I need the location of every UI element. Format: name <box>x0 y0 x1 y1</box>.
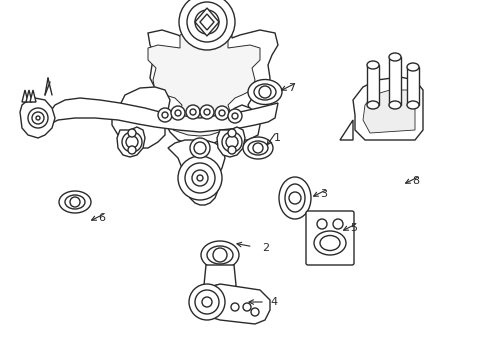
Polygon shape <box>353 77 423 140</box>
Circle shape <box>228 129 236 137</box>
Text: 6: 6 <box>98 213 105 223</box>
Circle shape <box>175 110 181 116</box>
Polygon shape <box>204 265 236 293</box>
Polygon shape <box>200 14 214 30</box>
Polygon shape <box>389 57 401 105</box>
Circle shape <box>194 142 206 154</box>
Circle shape <box>243 303 251 311</box>
Ellipse shape <box>248 141 268 155</box>
Circle shape <box>231 303 239 311</box>
Circle shape <box>200 105 214 119</box>
Circle shape <box>259 86 271 98</box>
Circle shape <box>158 108 172 122</box>
Circle shape <box>128 146 136 154</box>
Polygon shape <box>217 127 245 157</box>
Ellipse shape <box>204 285 236 301</box>
Polygon shape <box>117 127 145 157</box>
Circle shape <box>186 105 200 119</box>
Polygon shape <box>112 87 170 148</box>
Circle shape <box>190 109 196 115</box>
Polygon shape <box>225 105 260 140</box>
Ellipse shape <box>407 63 419 71</box>
Ellipse shape <box>367 61 379 69</box>
Ellipse shape <box>285 184 305 212</box>
Circle shape <box>253 143 263 153</box>
Ellipse shape <box>279 177 311 219</box>
Ellipse shape <box>254 84 276 100</box>
Circle shape <box>32 112 44 124</box>
Circle shape <box>187 2 227 42</box>
Ellipse shape <box>207 246 233 264</box>
Ellipse shape <box>201 241 239 269</box>
Circle shape <box>228 146 236 154</box>
Polygon shape <box>45 98 278 132</box>
Circle shape <box>195 10 219 34</box>
Ellipse shape <box>248 80 282 104</box>
Ellipse shape <box>210 288 230 298</box>
Circle shape <box>222 132 242 152</box>
Polygon shape <box>340 120 353 140</box>
Circle shape <box>213 248 227 262</box>
Polygon shape <box>193 284 270 324</box>
Circle shape <box>204 109 210 115</box>
Circle shape <box>126 136 138 148</box>
Circle shape <box>197 175 203 181</box>
Circle shape <box>36 116 40 120</box>
Ellipse shape <box>367 101 379 109</box>
Text: 2: 2 <box>262 243 269 253</box>
Circle shape <box>178 156 222 200</box>
Circle shape <box>171 106 185 120</box>
Text: 8: 8 <box>412 176 419 186</box>
Text: 4: 4 <box>270 297 277 307</box>
Polygon shape <box>20 98 55 138</box>
Polygon shape <box>22 90 28 102</box>
Circle shape <box>189 284 225 320</box>
Circle shape <box>333 219 343 229</box>
Circle shape <box>226 136 238 148</box>
Polygon shape <box>30 90 36 102</box>
Text: 1: 1 <box>274 133 281 143</box>
Text: 7: 7 <box>288 83 295 93</box>
Polygon shape <box>367 65 379 105</box>
Circle shape <box>228 109 242 123</box>
Polygon shape <box>308 213 352 263</box>
Ellipse shape <box>59 191 91 213</box>
Polygon shape <box>363 90 415 133</box>
Text: 3: 3 <box>320 189 327 199</box>
Circle shape <box>185 163 215 193</box>
Ellipse shape <box>389 53 401 61</box>
Circle shape <box>202 297 212 307</box>
Polygon shape <box>148 25 260 136</box>
Circle shape <box>162 112 168 118</box>
Ellipse shape <box>314 231 346 255</box>
Ellipse shape <box>65 195 85 209</box>
Circle shape <box>192 170 208 186</box>
Circle shape <box>232 113 238 119</box>
Circle shape <box>219 110 225 116</box>
Circle shape <box>289 192 301 204</box>
Text: 5: 5 <box>350 223 357 233</box>
Circle shape <box>122 132 142 152</box>
Ellipse shape <box>389 101 401 109</box>
Circle shape <box>28 108 48 128</box>
Circle shape <box>251 308 259 316</box>
Circle shape <box>128 129 136 137</box>
Ellipse shape <box>243 137 273 159</box>
Circle shape <box>317 219 327 229</box>
Ellipse shape <box>320 235 340 251</box>
Circle shape <box>190 138 210 158</box>
Polygon shape <box>168 140 225 205</box>
Circle shape <box>215 106 229 120</box>
Polygon shape <box>148 10 278 147</box>
Circle shape <box>195 290 219 314</box>
Polygon shape <box>407 67 419 105</box>
Ellipse shape <box>407 101 419 109</box>
Polygon shape <box>26 90 32 102</box>
FancyBboxPatch shape <box>306 211 354 265</box>
Circle shape <box>179 0 235 50</box>
Circle shape <box>70 197 80 207</box>
Polygon shape <box>195 8 219 36</box>
